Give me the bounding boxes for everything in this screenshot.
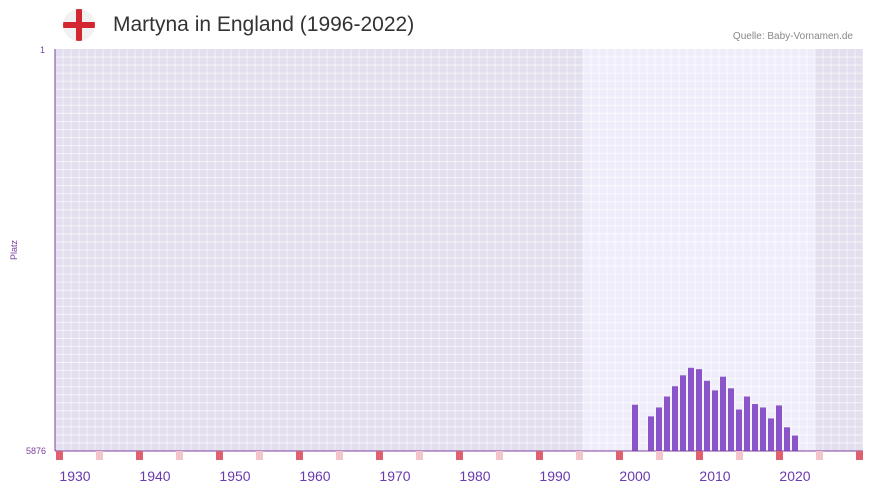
bar-2019 <box>784 427 790 451</box>
x-tick-label-1990: 1990 <box>539 468 570 484</box>
x-marker-1943 <box>176 451 183 460</box>
bar-2012 <box>728 388 734 451</box>
x-marker-2028 <box>856 451 863 460</box>
bar-2003 <box>656 407 662 451</box>
x-marker-1968 <box>376 451 383 460</box>
bar-2013 <box>736 409 742 451</box>
x-tick-label-2000: 2000 <box>619 468 650 484</box>
bar-2014 <box>744 396 750 451</box>
x-marker-1933 <box>96 451 103 460</box>
x-marker-1928 <box>56 451 63 460</box>
x-marker-1983 <box>496 451 503 460</box>
bar-2004 <box>664 396 670 451</box>
bar-2017 <box>768 418 774 451</box>
x-tick-label-2010: 2010 <box>699 468 730 484</box>
y-axis-label: Platz <box>9 239 19 260</box>
x-marker-1938 <box>136 451 143 460</box>
x-marker-1988 <box>536 451 543 460</box>
x-marker-1973 <box>416 451 423 460</box>
x-marker-1993 <box>576 451 583 460</box>
bar-2010 <box>712 390 718 451</box>
x-tick-label-1950: 1950 <box>219 468 250 484</box>
y-tick-label-top: 1 <box>40 45 45 55</box>
x-tick-label-1960: 1960 <box>299 468 330 484</box>
bar-2007 <box>688 367 694 451</box>
bar-2005 <box>672 386 678 451</box>
x-tick-label-2020: 2020 <box>779 468 810 484</box>
x-marker-1958 <box>296 451 303 460</box>
bar-2018 <box>776 405 782 451</box>
x-marker-2003 <box>656 451 663 460</box>
x-marker-1978 <box>456 451 463 460</box>
bar-2009 <box>704 380 710 451</box>
x-marker-2018 <box>776 451 783 460</box>
x-marker-1953 <box>256 451 263 460</box>
bar-2016 <box>760 407 766 451</box>
source-link[interactable]: Quelle: Baby-Vornamen.de <box>732 31 853 42</box>
x-marker-2008 <box>696 451 703 460</box>
bar-2006 <box>680 375 686 451</box>
x-tick-label-1980: 1980 <box>459 468 490 484</box>
bar-2011 <box>720 376 726 451</box>
bar-2002 <box>648 416 654 451</box>
x-marker-1948 <box>216 451 223 460</box>
bar-2000 <box>632 404 638 451</box>
x-tick-label-1970: 1970 <box>379 468 410 484</box>
x-marker-2013 <box>736 451 743 460</box>
flag-cross-vertical <box>76 9 82 41</box>
x-marker-1963 <box>336 451 343 460</box>
england-flag-icon <box>63 9 95 41</box>
x-tick-label-1930: 1930 <box>59 468 90 484</box>
y-tick-label-bottom: 5876 <box>26 446 46 456</box>
chart-title: Martyna in England (1996-2022) <box>113 13 415 36</box>
x-marker-2023 <box>816 451 823 460</box>
x-marker-1998 <box>616 451 623 460</box>
bar-2008 <box>696 369 702 451</box>
x-tick-label-1940: 1940 <box>139 468 170 484</box>
bar-2015 <box>752 404 758 451</box>
bar-2020 <box>792 435 798 451</box>
